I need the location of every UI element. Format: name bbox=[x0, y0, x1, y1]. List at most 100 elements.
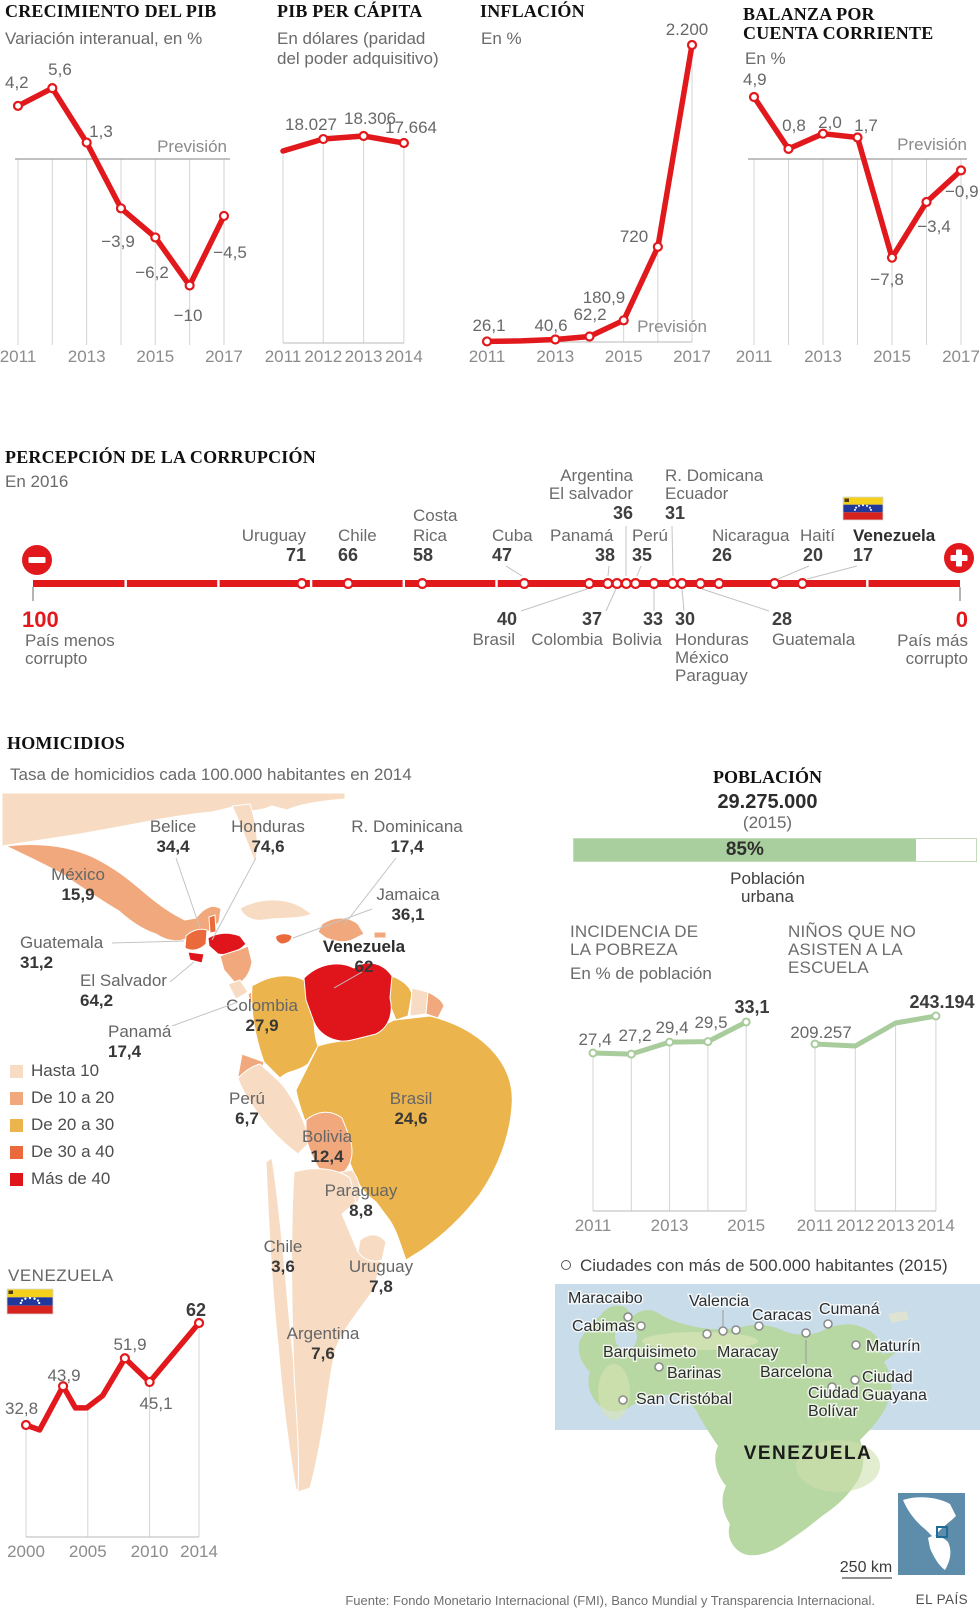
city-dot bbox=[850, 1375, 860, 1385]
city-label: Barinas bbox=[667, 1365, 721, 1382]
country-shape bbox=[373, 931, 387, 939]
country-name: El salvador bbox=[549, 484, 633, 503]
point bbox=[36, 1299, 40, 1302]
chart-title-balanza-2: CUENTA CORRIENTE bbox=[743, 23, 934, 43]
chart-venezuela_homicidios: 32,8 43,9 51,9 45,1 62 2000 2005 2010 2014 bbox=[5, 1300, 218, 1561]
country-name: Nicaragua bbox=[712, 526, 790, 545]
country-score: 33 bbox=[643, 609, 663, 629]
chart-line bbox=[280, 133, 407, 154]
chart-title-inflacion: INFLACIÓN bbox=[480, 1, 585, 21]
prevision-label: Previsión bbox=[637, 317, 707, 336]
scale-tick bbox=[124, 580, 127, 587]
scale-dot bbox=[602, 577, 614, 589]
prevision-label: Previsión bbox=[897, 135, 967, 154]
chart-line bbox=[812, 1013, 939, 1049]
data-point bbox=[817, 128, 829, 139]
scale-max: 100 bbox=[22, 607, 59, 632]
axis-tick: 2013 bbox=[68, 347, 106, 366]
map-country-name: Honduras bbox=[231, 817, 305, 836]
country-name: Honduras bbox=[675, 630, 749, 649]
axis-tick: 2013 bbox=[804, 347, 842, 366]
connector-line bbox=[171, 1001, 239, 1027]
city-label: Ciudad bbox=[808, 1385, 859, 1402]
country-score: 37 bbox=[582, 609, 602, 629]
country-name: R. Domicana bbox=[665, 466, 764, 485]
country-shape bbox=[239, 899, 314, 921]
city-label: Valencia bbox=[689, 1293, 749, 1310]
map-country-value: 7,8 bbox=[369, 1277, 393, 1296]
data-point bbox=[144, 1376, 155, 1388]
scale-dot bbox=[583, 577, 595, 589]
country-shape bbox=[357, 1234, 387, 1262]
data-point bbox=[652, 241, 663, 252]
axis-tick: 2000 bbox=[7, 1542, 45, 1561]
point bbox=[866, 504, 868, 507]
point-label: 1,7 bbox=[854, 116, 878, 135]
country-name: México bbox=[675, 648, 729, 667]
connector-line bbox=[333, 971, 363, 989]
axis-tick: 2011 bbox=[469, 347, 506, 366]
point-label: 29,5 bbox=[694, 1013, 727, 1032]
point-label: 62 bbox=[186, 1300, 206, 1320]
country-shape bbox=[275, 933, 293, 945]
section-title-homicidios: HOMICIDIOS bbox=[7, 733, 126, 753]
city-label: Barcelona bbox=[760, 1364, 832, 1381]
city-label: Guayana bbox=[862, 1387, 927, 1404]
point-label: 4,9 bbox=[743, 70, 767, 89]
connector-line bbox=[111, 940, 185, 944]
scale-dot bbox=[611, 577, 623, 589]
axis-tick: 2013 bbox=[877, 1216, 915, 1235]
country-shape bbox=[187, 951, 205, 964]
city-dot bbox=[754, 1321, 764, 1331]
point-label: 243.194 bbox=[909, 992, 974, 1012]
legend-swatch bbox=[10, 1064, 23, 1078]
point-label: 26,1 bbox=[472, 316, 505, 335]
point-label: 43,9 bbox=[47, 1366, 80, 1385]
country-shape bbox=[305, 1111, 353, 1177]
city-label: Bolívar bbox=[808, 1403, 858, 1420]
axis-tick: 2011 bbox=[0, 347, 36, 366]
venezuela-flag-icon bbox=[842, 496, 884, 521]
scale-label: 250 km bbox=[840, 1559, 892, 1576]
map-country-value: 17,4 bbox=[390, 837, 424, 856]
section-subtitle-homicidios: Tasa de homicidios cada 100.000 habitant… bbox=[10, 765, 412, 784]
legend-label: De 20 a 30 bbox=[31, 1115, 115, 1134]
point bbox=[28, 1296, 32, 1300]
country-name: Argentina bbox=[560, 466, 633, 485]
rect bbox=[8, 1290, 13, 1294]
country-score: 47 bbox=[492, 545, 512, 565]
chart-title-venezuela-homicidios: VENEZUELA bbox=[8, 1266, 114, 1285]
legend-item: Más de 40 bbox=[10, 1169, 114, 1189]
city-label: Maturín bbox=[866, 1338, 920, 1355]
map-country-name: Guatemala bbox=[20, 933, 104, 952]
country-score: 28 bbox=[772, 609, 792, 629]
map-country-name: El Salvador bbox=[80, 971, 167, 990]
country-score: 36 bbox=[613, 503, 633, 523]
data-point bbox=[115, 203, 127, 214]
country-score: 40 bbox=[497, 609, 517, 629]
prevision-label: Previsión bbox=[157, 137, 227, 156]
scale-dot bbox=[676, 577, 688, 589]
axis-tick: 2015 bbox=[605, 347, 643, 366]
country-shape bbox=[317, 917, 365, 943]
data-point bbox=[748, 91, 760, 103]
scale-dot bbox=[518, 577, 530, 589]
axis-tick: 2017 bbox=[205, 347, 243, 366]
axis-tick: 2014 bbox=[917, 1216, 955, 1235]
scale-min: 0 bbox=[956, 607, 968, 632]
brand-logo: EL PAÍS bbox=[915, 1592, 968, 1607]
cities-note: Ciudades con más de 500.000 habitantes (… bbox=[561, 1256, 948, 1276]
point-label: −3,9 bbox=[101, 232, 135, 251]
city-dot bbox=[827, 1382, 837, 1392]
map-country-value: 27,9 bbox=[245, 1016, 278, 1035]
country-shape bbox=[207, 932, 247, 955]
legend-label: De 10 a 20 bbox=[31, 1088, 115, 1107]
country-name: Guatemala bbox=[772, 630, 856, 649]
city-dot bbox=[636, 1321, 646, 1331]
legend-swatch bbox=[10, 1091, 23, 1105]
connector-line bbox=[607, 565, 610, 577]
legend-label: De 30 a 40 bbox=[31, 1142, 115, 1161]
rect bbox=[7, 1289, 53, 1298]
